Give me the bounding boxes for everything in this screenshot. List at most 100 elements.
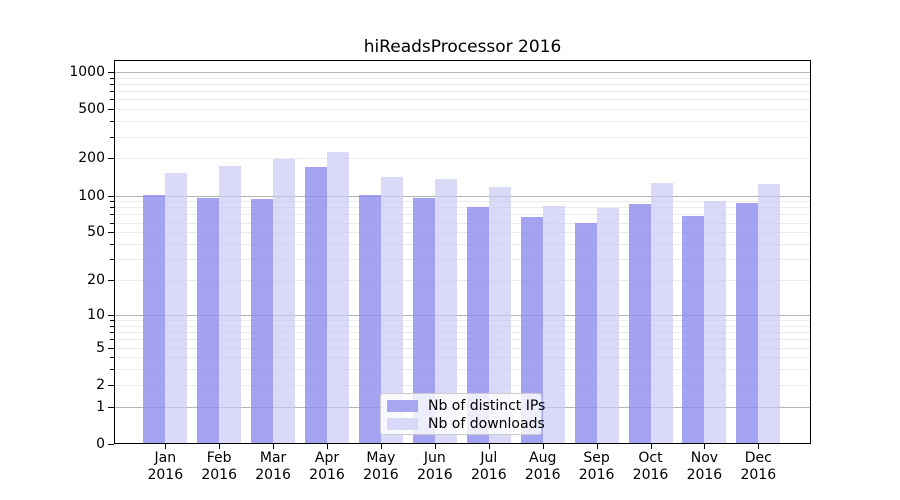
y-tick-minor [110, 99, 114, 101]
bar-nov-distinct-ips [682, 215, 705, 443]
gridline-minor [115, 259, 810, 261]
x-tick-label-mar: Mar 2016 [255, 450, 291, 483]
gridline-minor [115, 207, 810, 209]
x-tick-label-jan: Jan 2016 [147, 450, 184, 483]
bar-feb-downloads [219, 165, 242, 443]
y-tick-minor [110, 121, 114, 123]
gridline-minor [115, 325, 810, 327]
y-tick-label: 20 [87, 272, 105, 288]
gridline-minor [115, 158, 810, 160]
x-tick [704, 444, 706, 449]
y-tick [108, 195, 114, 197]
gridline-minor [115, 99, 810, 101]
y-tick-label: 1000 [69, 63, 105, 80]
y-tick [108, 109, 114, 111]
y-tick-minor [110, 332, 114, 333]
gridline-minor [115, 222, 810, 224]
bar-oct-downloads [650, 182, 673, 443]
gridline-minor [115, 136, 810, 138]
x-tick [758, 444, 760, 449]
y-tick-label: 500 [78, 101, 105, 118]
gridline-minor [115, 244, 810, 245]
legend-item-distinct-ips: Nb of distinct IPs [387, 397, 545, 415]
gridline-minor [115, 232, 810, 234]
gridline-minor [115, 332, 810, 333]
x-tick-label-feb: Feb 2016 [201, 450, 237, 483]
legend-label-downloads: Nb of downloads [428, 416, 545, 432]
x-tick-label-apr: Apr 2016 [309, 450, 345, 483]
legend-label-distinct-ips: Nb of distinct IPs [428, 398, 546, 414]
y-tick-minor [110, 259, 114, 261]
gridline-minor [115, 369, 810, 371]
y-tick-label: 1 [96, 398, 105, 415]
legend-swatch-downloads [387, 418, 418, 430]
y-tick [108, 406, 114, 408]
bar-jun-distinct-ips [412, 197, 435, 443]
gridline-minor [115, 121, 810, 123]
y-tick-minor [110, 320, 114, 321]
y-tick-minor [110, 207, 114, 209]
x-tick [596, 444, 598, 449]
bar-aug-downloads [542, 206, 565, 443]
gridline-minor [115, 339, 810, 341]
x-tick-label-aug: Aug 2016 [524, 450, 561, 483]
y-tick-label: 50 [87, 224, 105, 241]
x-tick-label-jul: Jul 2016 [470, 450, 507, 483]
x-tick [327, 444, 328, 449]
gridline-minor [115, 109, 810, 111]
bar-may-distinct-ips [358, 194, 381, 443]
gridline-minor [115, 91, 810, 93]
y-tick [108, 444, 114, 445]
y-tick-minor [110, 369, 114, 371]
x-tick-label-nov: Nov 2016 [686, 450, 723, 483]
gridline-minor [115, 201, 810, 203]
gridline-major [115, 314, 810, 316]
legend-item-downloads: Nb of downloads [387, 415, 545, 433]
y-tick-minor [110, 77, 114, 79]
x-tick [434, 444, 436, 449]
bar-apr-distinct-ips [305, 167, 327, 443]
y-tick-minor [110, 201, 114, 203]
x-tick-label-oct: Oct 2016 [632, 450, 669, 483]
chart-title: hiReadsProcessor 2016 [363, 37, 562, 57]
y-tick-minor [110, 214, 114, 216]
bar-sep-distinct-ips [574, 223, 597, 443]
y-tick-label: 200 [78, 150, 105, 167]
bar-aug-distinct-ips [520, 217, 543, 443]
y-tick-label: 5 [96, 339, 105, 356]
bar-sep-downloads [596, 207, 619, 443]
gridline-major [115, 71, 810, 73]
bar-feb-distinct-ips [197, 198, 220, 443]
gridline-minor [115, 83, 810, 85]
gridline-minor [115, 214, 810, 216]
y-tick [108, 232, 114, 234]
y-tick-minor [110, 325, 114, 327]
bar-jul-downloads [488, 187, 511, 443]
y-tick-label: 10 [87, 306, 105, 323]
y-tick-minor [110, 357, 114, 359]
bar-dec-distinct-ips [736, 203, 759, 443]
gridline-minor [115, 77, 810, 79]
gridline-major [115, 195, 810, 197]
x-tick-label-may: May 2016 [363, 450, 399, 483]
bar-jul-distinct-ips [466, 207, 489, 443]
gridline-minor [115, 347, 810, 349]
y-tick-minor [110, 91, 114, 93]
y-tick-minor [110, 244, 114, 245]
gridline-minor [115, 357, 810, 359]
y-tick [108, 158, 114, 160]
bar-oct-distinct-ips [628, 203, 651, 443]
gridline-minor [115, 384, 810, 386]
x-tick-label-sep: Sep 2016 [578, 450, 615, 483]
bar-nov-downloads [704, 200, 727, 443]
y-tick-label: 100 [78, 187, 105, 204]
x-tick [219, 444, 221, 449]
y-tick [108, 280, 114, 281]
bar-jun-downloads [434, 179, 457, 443]
y-tick-minor [110, 222, 114, 224]
y-tick [108, 71, 114, 73]
x-tick [380, 444, 382, 449]
legend-swatch-distinct-ips [387, 400, 418, 412]
y-tick-minor [110, 136, 114, 138]
legend: Nb of distinct IPs Nb of downloads [380, 393, 545, 435]
